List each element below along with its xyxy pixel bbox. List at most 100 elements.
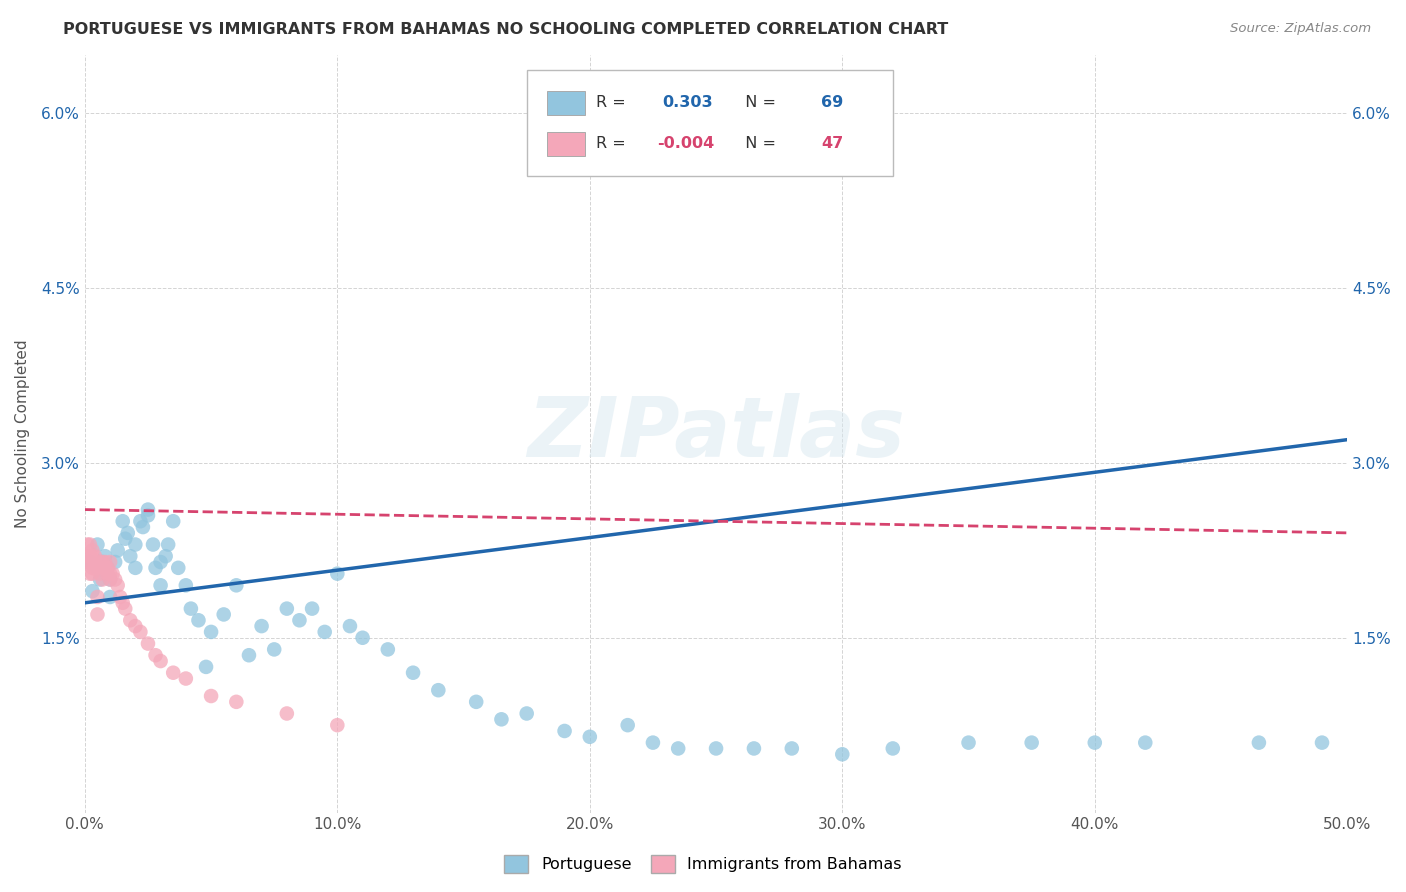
Point: [465, 695, 488, 709]
Point: [1310, 736, 1333, 750]
Text: -0.004: -0.004: [657, 136, 714, 152]
Point: [162, 514, 184, 528]
Point: [174, 578, 197, 592]
Point: [114, 601, 136, 615]
Point: [1135, 736, 1157, 750]
Point: [162, 665, 184, 680]
Point: [377, 642, 399, 657]
Point: [124, 561, 146, 575]
Point: [120, 549, 142, 564]
Point: [136, 637, 159, 651]
Point: [84, 549, 107, 564]
Point: [145, 561, 167, 575]
Point: [91, 573, 114, 587]
Point: [108, 590, 131, 604]
Point: [129, 514, 152, 528]
Point: [250, 619, 273, 633]
Point: [86, 537, 108, 551]
Point: [149, 578, 172, 592]
Point: [104, 573, 127, 587]
Text: PORTUGUESE VS IMMIGRANTS FROM BAHAMAS NO SCHOOLING COMPLETED CORRELATION CHART: PORTUGUESE VS IMMIGRANTS FROM BAHAMAS NO…: [63, 22, 949, 37]
Point: [238, 648, 260, 663]
Point: [882, 741, 904, 756]
Point: [120, 613, 142, 627]
Point: [76, 555, 98, 569]
Point: [263, 642, 285, 657]
Point: [129, 624, 152, 639]
Point: [155, 549, 177, 564]
Point: [578, 730, 600, 744]
Point: [288, 613, 311, 627]
Point: [117, 525, 139, 540]
Point: [666, 741, 689, 756]
Y-axis label: No Schooling Completed: No Schooling Completed: [15, 340, 30, 528]
Point: [114, 532, 136, 546]
Point: [97, 561, 120, 575]
Point: [76, 549, 98, 564]
Point: [831, 747, 853, 762]
Text: N =: N =: [735, 136, 782, 152]
Point: [301, 601, 323, 615]
Point: [82, 561, 104, 575]
Point: [742, 741, 765, 756]
Point: [79, 555, 101, 569]
Point: [76, 537, 98, 551]
Point: [91, 561, 114, 575]
Point: [195, 660, 218, 674]
Point: [86, 590, 108, 604]
Legend: Portuguese, Immigrants from Bahamas: Portuguese, Immigrants from Bahamas: [498, 848, 908, 880]
Point: [97, 561, 120, 575]
Point: [79, 549, 101, 564]
Point: [98, 573, 121, 587]
Point: [157, 537, 180, 551]
Point: [79, 555, 101, 569]
Text: 47: 47: [821, 136, 844, 152]
Point: [107, 578, 129, 592]
Point: [957, 736, 980, 750]
Point: [516, 706, 538, 721]
Point: [82, 543, 104, 558]
Point: [79, 566, 101, 581]
Point: [79, 537, 101, 551]
Point: [111, 596, 134, 610]
Point: [225, 695, 247, 709]
Point: [187, 613, 209, 627]
Point: [98, 573, 121, 587]
Point: [86, 561, 108, 575]
Point: [149, 654, 172, 668]
Point: [86, 561, 108, 575]
Point: [554, 723, 576, 738]
Point: [1084, 736, 1107, 750]
Point: [641, 736, 664, 750]
Point: [82, 549, 104, 564]
Point: [200, 624, 222, 639]
Point: [352, 631, 374, 645]
Point: [91, 555, 114, 569]
Point: [101, 566, 124, 581]
Text: Source: ZipAtlas.com: Source: ZipAtlas.com: [1230, 22, 1371, 36]
Point: [86, 607, 108, 622]
Point: [174, 672, 197, 686]
Point: [98, 590, 121, 604]
Point: [326, 718, 349, 732]
Point: [314, 624, 336, 639]
Point: [94, 561, 117, 575]
Point: [84, 561, 107, 575]
Text: N =: N =: [735, 95, 782, 111]
Point: [94, 549, 117, 564]
Point: [326, 566, 349, 581]
Point: [200, 689, 222, 703]
Point: [89, 573, 111, 587]
Text: R =: R =: [596, 95, 636, 111]
Point: [145, 648, 167, 663]
Point: [276, 706, 298, 721]
Point: [136, 508, 159, 523]
Text: 69: 69: [821, 95, 844, 111]
Point: [132, 520, 155, 534]
Point: [111, 514, 134, 528]
Point: [98, 566, 121, 581]
Point: [104, 555, 127, 569]
Point: [94, 555, 117, 569]
Text: R =: R =: [596, 136, 631, 152]
Point: [491, 712, 513, 726]
